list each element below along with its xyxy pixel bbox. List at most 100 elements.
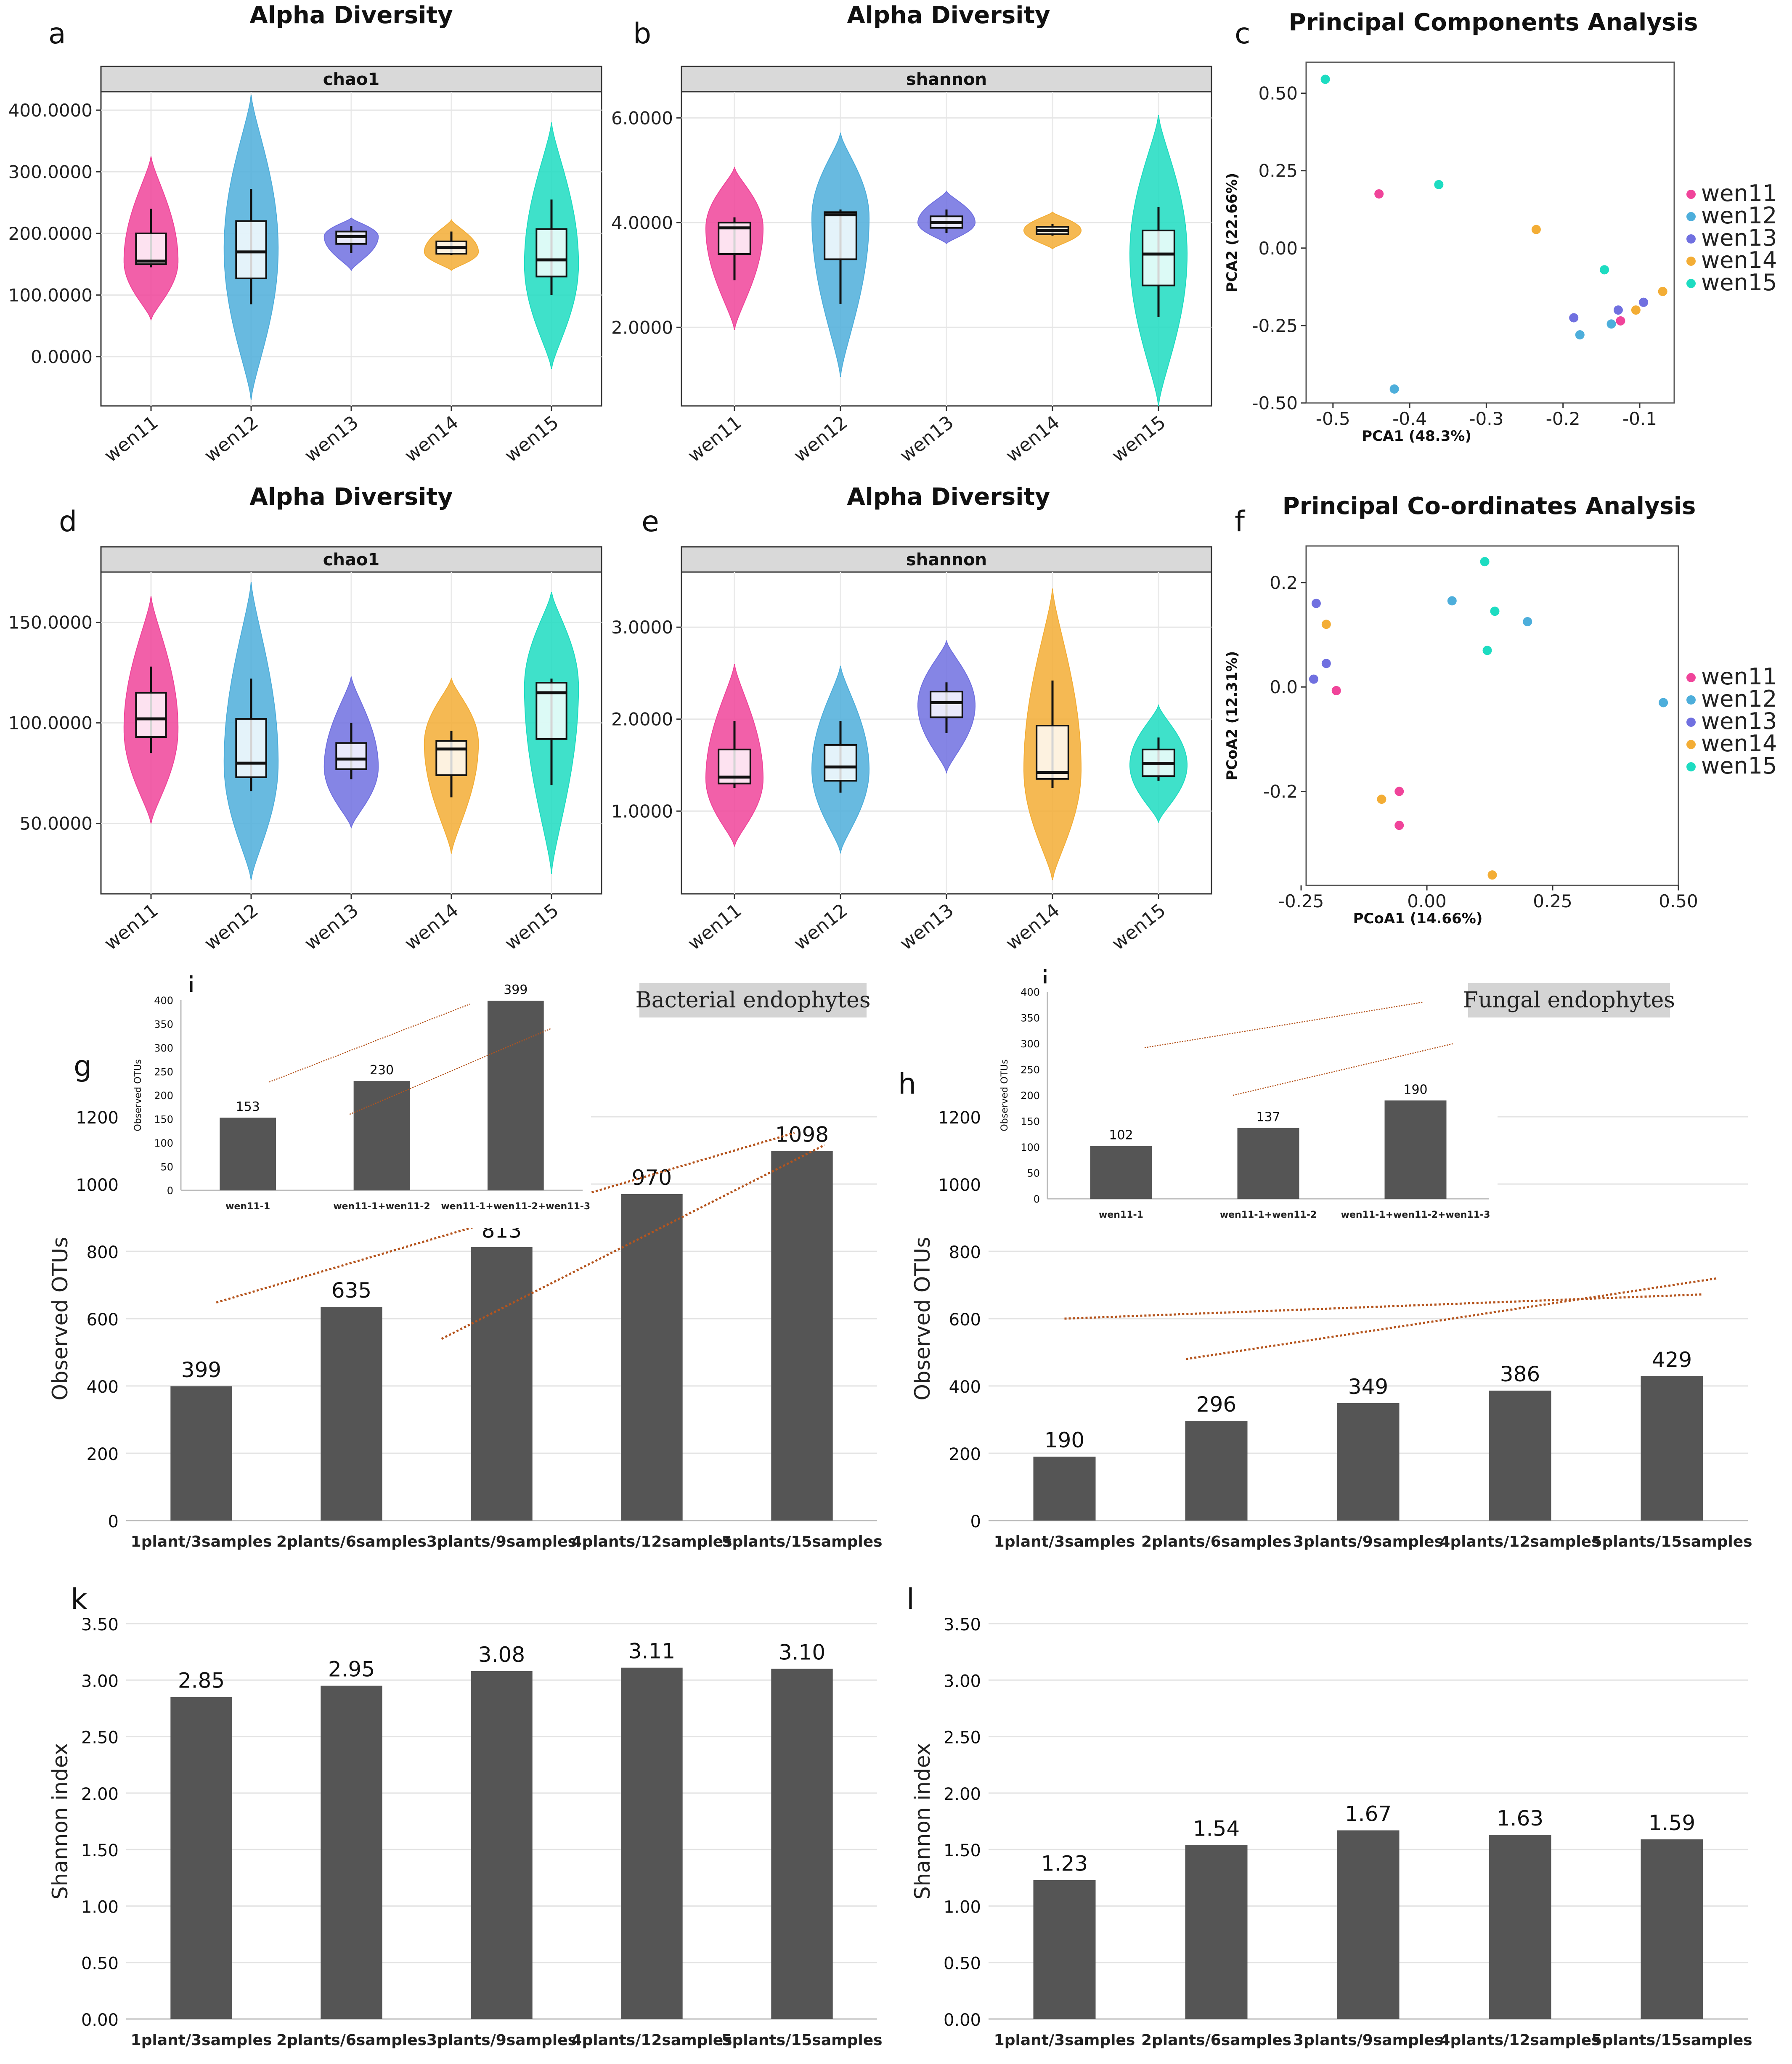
point-wen12	[1447, 596, 1457, 606]
y-tick-label: 3.00	[944, 1672, 981, 1691]
bar-5	[1641, 1376, 1703, 1521]
y-tick-label: 1000	[938, 1176, 981, 1195]
x-tick-label: 0.50	[1659, 891, 1698, 911]
bar-value-label: 1.67	[1345, 1802, 1392, 1826]
bar-3	[1337, 1403, 1400, 1521]
x-tick-label: -0.5	[1316, 408, 1350, 429]
x-tick-label: 2plants/6samples	[1141, 2032, 1291, 2049]
y-tick-label: 0	[1034, 1193, 1040, 1205]
y-tick-label: 0.00	[81, 2011, 119, 2030]
y-tick-label: 2.00	[81, 1785, 119, 1804]
trendline-1	[1144, 1002, 1423, 1049]
y-tick-label: 0.50	[81, 1954, 119, 1974]
bar-value-label: 1.63	[1497, 1806, 1543, 1831]
bar-value-label: 230	[370, 1063, 394, 1078]
panel-h-banner: Fungal endophytes	[1463, 988, 1675, 1013]
x-tick-label-wen15: wen15	[1108, 411, 1170, 466]
panel-label-l: l	[907, 1583, 915, 1616]
y-tick-label: 1.50	[81, 1841, 119, 1860]
legend-swatch-wen14	[1686, 257, 1696, 266]
box-wen14	[1036, 725, 1069, 780]
panel-d-violin-plot: chao1 50.0000 100.0000 150.0000 wen11 wen12 we…	[8, 546, 602, 954]
panel-c-scatter-plot: -0.5 -0.4 -0.3 -0.2 -0.1 -0.50 -0.25 0.00 0.25 0.…	[1224, 61, 1777, 445]
panel-label-c: c	[1235, 17, 1250, 50]
y-axis-label: Shannon index	[910, 1743, 935, 1900]
panel-label-k: k	[71, 1583, 87, 1616]
bar-3	[1337, 1830, 1400, 2019]
box-wen12	[824, 744, 857, 782]
legend-label-wen13: wen13	[1701, 225, 1777, 251]
legend-label-wen13: wen13	[1701, 708, 1777, 734]
point-wen12	[1575, 330, 1585, 339]
bar-4	[621, 1667, 683, 2019]
point-wen13	[1309, 674, 1318, 684]
panel-b-violin-plot: shannon 2.0000 4.0000 6.0000 wen11 wen12 wen13…	[611, 66, 1212, 466]
x-tick-label: wen11-1	[1099, 1210, 1143, 1220]
box-wen14	[435, 740, 467, 776]
legend-label-wen11: wen11	[1701, 180, 1777, 207]
y-tick-label: 100	[154, 1137, 173, 1149]
y-axis-label: Observed OTUs	[999, 1059, 1010, 1131]
box-wen11	[135, 232, 167, 265]
y-tick-label: 0.00	[944, 2011, 981, 2030]
x-tick-label-wen12: wen12	[201, 411, 262, 466]
bar-2	[1185, 1845, 1248, 2019]
panel-h-bar-chart: 0200400600800100012001901plant/3samples2…	[910, 1108, 1752, 1550]
point-wen14	[1631, 305, 1641, 315]
x-axis-label: PCA1 (48.3%)	[1362, 428, 1471, 445]
bar-1	[1033, 1457, 1096, 1521]
box-wen13	[930, 691, 963, 718]
x-tick-label-wen14: wen14	[401, 899, 463, 954]
y-tick-label: 1200	[76, 1108, 119, 1128]
y-tick-label: 300	[154, 1042, 173, 1054]
bar-value-label: 2.95	[328, 1657, 375, 1682]
x-tick-label-wen12: wen12	[790, 899, 852, 954]
bar-value-label: 349	[1348, 1375, 1388, 1399]
y-tick-label: 250	[154, 1066, 173, 1078]
x-tick-label-wen11: wen11	[101, 899, 162, 954]
y-tick-label: 3.50	[81, 1615, 119, 1635]
bar-value-label: 3.11	[628, 1639, 675, 1664]
bar-1	[1090, 1146, 1152, 1199]
plot-area	[1305, 545, 1679, 886]
legend-label-wen12: wen12	[1701, 686, 1777, 712]
bar-1	[220, 1118, 276, 1190]
point-wen13	[1311, 599, 1321, 608]
bar-value-label: 3.10	[779, 1640, 825, 1664]
x-tick-label: -0.4	[1392, 408, 1427, 429]
bar-value-label: 190	[1403, 1082, 1427, 1097]
facet-strip	[100, 546, 602, 573]
x-tick-label: 4plants/12samples	[571, 1533, 732, 1550]
facet-strip-label: chao1	[323, 550, 380, 570]
x-tick-label: 3plants/9samples	[1293, 1533, 1443, 1550]
y-tick-label: 1.00	[944, 1897, 981, 1917]
y-tick-label: 200	[949, 1445, 981, 1464]
x-tick-label: wen11-1+wen11-2	[333, 1201, 430, 1212]
y-tick-label: -0.50	[1252, 393, 1298, 413]
trendline-2	[349, 1028, 551, 1115]
x-tick-label: 5plants/15samples	[721, 2032, 882, 2049]
y-tick-label: 400	[949, 1378, 981, 1397]
x-tick-label-wen14: wen14	[401, 411, 463, 466]
y-tick-label: 50	[1027, 1168, 1040, 1179]
y-tick-label: 400	[87, 1378, 119, 1397]
box-wen13	[335, 742, 367, 770]
panel-e-title: Alpha Diversity	[847, 483, 1050, 511]
panel-label-a: a	[48, 17, 66, 50]
y-tick-label: 2.0000	[611, 317, 673, 338]
y-tick-label: 300	[1021, 1038, 1040, 1050]
y-axis-label: PCoA2 (12.31%)	[1224, 651, 1241, 781]
x-tick-label: 5plants/15samples	[721, 1533, 882, 1550]
y-tick-label: 400.0000	[8, 100, 93, 121]
box-wen11	[135, 692, 167, 738]
trendline-2	[441, 1144, 825, 1340]
panel-label-b: b	[633, 17, 651, 50]
panel-h-banner-bg	[1468, 983, 1670, 1017]
x-tick-label: wen11-1+wen11-2+wen11-3	[441, 1201, 590, 1212]
x-tick-label: wen11-1+wen11-2+wen11-3	[1341, 1210, 1490, 1220]
bar-2	[321, 1685, 382, 2019]
y-tick-label: 1200	[938, 1108, 981, 1128]
x-tick-label: 0.25	[1533, 891, 1572, 911]
legend-label-wen11: wen11	[1701, 663, 1777, 690]
panel-g-banner: Bacterial endophytes	[635, 988, 870, 1013]
